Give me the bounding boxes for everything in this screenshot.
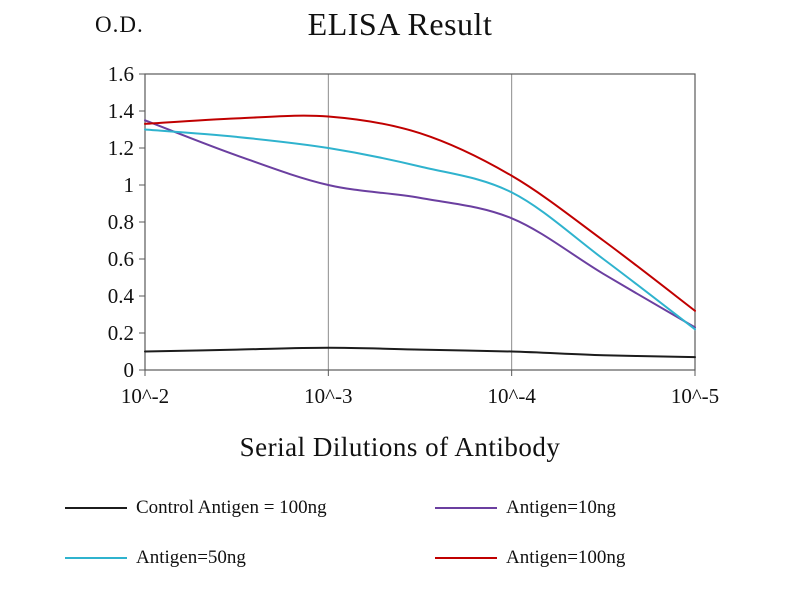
legend-item: Antigen=50ng bbox=[65, 547, 435, 569]
legend: Control Antigen = 100ng Antigen=10ng Antig… bbox=[0, 497, 800, 569]
legend-line-sample bbox=[65, 557, 127, 559]
plot-area: 10^-2 10^-3 10^-4 10^-5 0 0.2 0.4 0.6 0.8 1 1.2 1.4… bbox=[108, 62, 719, 408]
series-line-control-antigen-100ng bbox=[144, 346, 696, 359]
series-line-antigen-10ng bbox=[144, 119, 696, 329]
y-tick-label: 0.2 bbox=[108, 321, 134, 345]
legend-item: Antigen=100ng bbox=[435, 547, 735, 569]
y-axis-title: O.D. bbox=[95, 12, 144, 37]
legend-line-sample bbox=[65, 507, 127, 509]
legend-line-sample bbox=[435, 507, 497, 509]
y-tick-label: 1.6 bbox=[108, 62, 134, 86]
y-tick-label: 1 bbox=[124, 173, 135, 197]
x-tick-label: 10^-3 bbox=[304, 384, 352, 408]
legend-item: Antigen=10ng bbox=[435, 497, 735, 519]
chart-title: ELISA Result bbox=[307, 6, 493, 42]
y-tick-label: 1.4 bbox=[108, 99, 135, 123]
y-tick-label: 0.8 bbox=[108, 210, 134, 234]
y-tick-label: 0.4 bbox=[108, 284, 135, 308]
series-line-antigen-100ng bbox=[144, 114, 696, 312]
x-tick-label: 10^-4 bbox=[487, 384, 536, 408]
x-tick-label: 10^-2 bbox=[121, 384, 169, 408]
y-tick-label: 0.6 bbox=[108, 247, 134, 271]
y-tick-label: 1.2 bbox=[108, 136, 134, 160]
legend-label: Antigen=50ng bbox=[136, 547, 246, 568]
series-line-antigen-50ng bbox=[144, 128, 696, 331]
legend-label: Antigen=100ng bbox=[506, 547, 626, 568]
x-axis-title: Serial Dilutions of Antibody bbox=[239, 432, 561, 462]
legend-item: Control Antigen = 100ng bbox=[65, 497, 435, 519]
chart-header: O.D. ELISA Result bbox=[0, 0, 800, 56]
y-tick-label: 0 bbox=[124, 358, 135, 382]
chart: 10^-2 10^-3 10^-4 10^-5 0 0.2 0.4 0.6 0.8 1 1.2 1.4… bbox=[0, 56, 800, 408]
legend-label: Antigen=10ng bbox=[506, 497, 616, 518]
x-tick-label: 10^-5 bbox=[671, 384, 719, 408]
plot-border bbox=[144, 73, 696, 371]
legend-label: Control Antigen = 100ng bbox=[136, 497, 327, 518]
legend-line-sample bbox=[435, 557, 497, 559]
